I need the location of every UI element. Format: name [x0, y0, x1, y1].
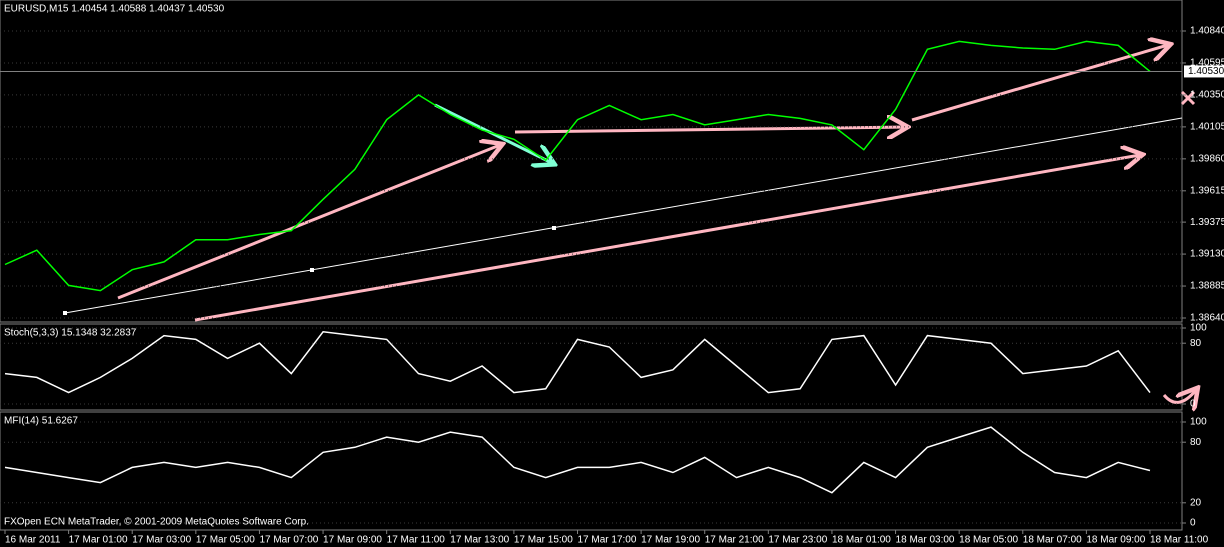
mfi-panel	[0, 411, 1183, 531]
price-label: 1.40530	[1188, 66, 1224, 77]
x-tick-label: 18 Mar 01:00	[832, 535, 891, 546]
anchor	[310, 268, 314, 272]
x-tick-label: 18 Mar 07:00	[1023, 535, 1082, 546]
panel-title: EURUSD,M15 1.40454 1.40588 1.40437 1.405…	[4, 4, 225, 15]
x-tick-label: 17 Mar 17:00	[578, 535, 637, 546]
y-tick-label: 1.38640	[1190, 313, 1224, 324]
x-tick-label: 18 Mar 05:00	[959, 535, 1018, 546]
y-tick-label: 1.40840	[1190, 26, 1224, 37]
y-tick-label: 1.39375	[1190, 217, 1224, 228]
y-tick-label: 1.39615	[1190, 185, 1224, 196]
x-tick-label: 18 Mar 03:00	[896, 535, 955, 546]
cross-mark	[1180, 90, 1196, 106]
y-tick-label: 100	[1190, 323, 1207, 334]
y-tick-label: 80	[1190, 338, 1202, 349]
arrow	[911, 45, 1168, 122]
arrow	[514, 127, 905, 132]
data-line	[4, 331, 1151, 394]
x-tick-label: 18 Mar 09:00	[1086, 535, 1145, 546]
data-line	[4, 426, 1151, 494]
x-tick-label: 17 Mar 09:00	[323, 535, 382, 546]
y-tick-label: 100	[1190, 417, 1207, 428]
y-tick-label: 0	[1190, 518, 1196, 529]
stoch-panel	[0, 323, 1183, 411]
y-tick-label: 1.39130	[1190, 249, 1224, 260]
trend-line	[64, 117, 1183, 314]
panel-title: MFI(14) 51.6267	[4, 416, 78, 427]
y-tick-label: 1.40105	[1190, 122, 1224, 133]
data-line	[4, 40, 1151, 292]
price-label-box	[1184, 65, 1224, 78]
x-tick-label: 18 Mar 11:00	[1150, 535, 1209, 546]
x-tick-label: 17 Mar 03:00	[132, 535, 191, 546]
y-tick-label: 0	[1190, 399, 1196, 410]
y-tick-label: 1.38885	[1190, 281, 1224, 292]
x-tick-label: 16 Mar 2011	[5, 535, 61, 546]
x-tick-label: 17 Mar 21:00	[705, 535, 764, 546]
x-tick-label: 17 Mar 11:00	[387, 535, 446, 546]
price-panel	[0, 0, 1183, 323]
panel-title: Stoch(5,3,3) 15.1348 32.2837	[4, 328, 137, 339]
y-tick-label: 1.39860	[1190, 153, 1224, 164]
footnote: FXOpen ECN MetaTrader, © 2001-2009 MetaQ…	[4, 517, 309, 528]
anchor	[552, 226, 556, 230]
y-tick-label: 1.40350	[1190, 90, 1224, 101]
x-tick-label: 17 Mar 13:00	[450, 535, 509, 546]
y-tick-label: 20	[1190, 497, 1202, 508]
x-tick-label: 17 Mar 01:00	[69, 535, 128, 546]
anchor	[63, 311, 67, 315]
arrow	[117, 145, 500, 300]
x-tick-label: 17 Mar 19:00	[641, 535, 700, 546]
x-tick-label: 17 Mar 05:00	[196, 535, 255, 546]
arrow	[194, 155, 1140, 322]
x-tick-label: 17 Mar 07:00	[259, 535, 318, 546]
y-tick-label: 80	[1190, 437, 1202, 448]
x-tick-label: 17 Mar 15:00	[514, 535, 573, 546]
drawings	[63, 45, 1196, 402]
x-tick-label: 17 Mar 23:00	[768, 535, 827, 546]
arrow	[1162, 390, 1196, 402]
y-tick-label: 1.40595	[1190, 58, 1224, 69]
